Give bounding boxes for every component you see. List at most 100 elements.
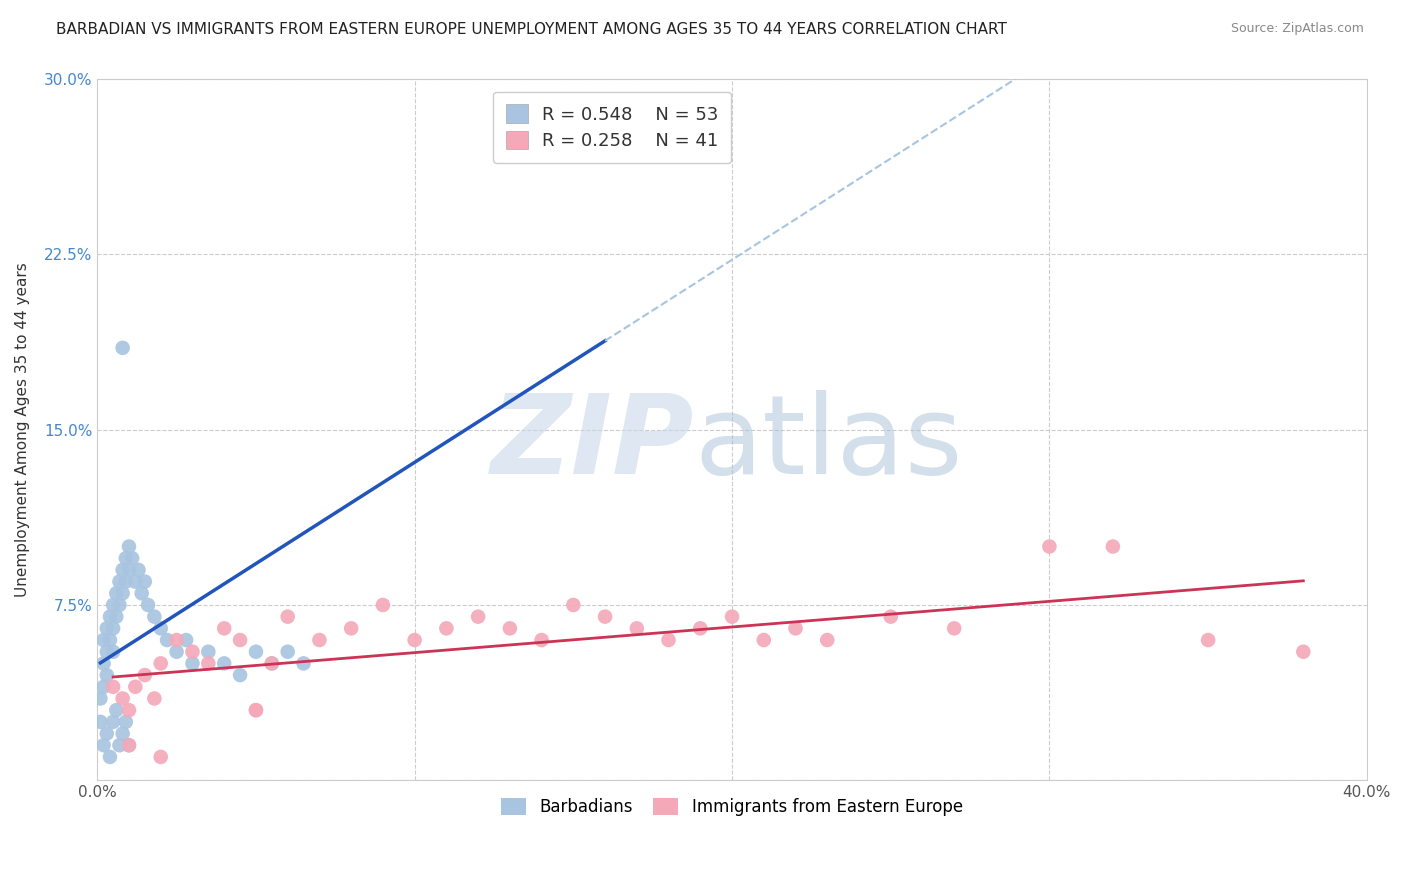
- Point: [943, 621, 966, 635]
- Point: [101, 645, 124, 659]
- Point: [156, 633, 179, 648]
- Point: [108, 738, 131, 752]
- Text: atlas: atlas: [695, 390, 963, 497]
- Point: [292, 657, 315, 671]
- Point: [371, 598, 394, 612]
- Point: [114, 574, 136, 589]
- Legend: Barbadians, Immigrants from Eastern Europe: Barbadians, Immigrants from Eastern Euro…: [494, 789, 972, 824]
- Point: [245, 645, 267, 659]
- Point: [149, 657, 172, 671]
- Point: [111, 586, 134, 600]
- Point: [260, 657, 283, 671]
- Point: [499, 621, 522, 635]
- Point: [134, 668, 156, 682]
- Point: [1197, 633, 1219, 648]
- Point: [89, 714, 111, 729]
- Point: [245, 703, 267, 717]
- Point: [181, 645, 204, 659]
- Point: [1102, 540, 1125, 554]
- Point: [93, 633, 115, 648]
- Point: [530, 633, 553, 648]
- Point: [96, 621, 118, 635]
- Y-axis label: Unemployment Among Ages 35 to 44 years: Unemployment Among Ages 35 to 44 years: [15, 262, 30, 597]
- Point: [626, 621, 648, 635]
- Point: [689, 621, 711, 635]
- Point: [108, 574, 131, 589]
- Point: [96, 726, 118, 740]
- Point: [93, 657, 115, 671]
- Point: [111, 563, 134, 577]
- Point: [93, 738, 115, 752]
- Point: [434, 621, 457, 635]
- Point: [658, 633, 681, 648]
- Point: [143, 609, 166, 624]
- Point: [562, 598, 585, 612]
- Point: [124, 574, 146, 589]
- Point: [114, 551, 136, 566]
- Point: [101, 598, 124, 612]
- Point: [181, 657, 204, 671]
- Point: [880, 609, 903, 624]
- Point: [1292, 645, 1315, 659]
- Point: [105, 586, 128, 600]
- Point: [93, 680, 115, 694]
- Point: [197, 645, 219, 659]
- Point: [308, 633, 330, 648]
- Point: [118, 738, 141, 752]
- Point: [105, 703, 128, 717]
- Point: [114, 714, 136, 729]
- Point: [96, 668, 118, 682]
- Point: [229, 633, 252, 648]
- Point: [121, 551, 143, 566]
- Point: [245, 703, 267, 717]
- Point: [111, 341, 134, 355]
- Point: [98, 750, 121, 764]
- Point: [277, 645, 299, 659]
- Point: [128, 563, 150, 577]
- Point: [260, 657, 283, 671]
- Point: [1038, 540, 1060, 554]
- Text: ZIP: ZIP: [491, 390, 695, 497]
- Point: [593, 609, 616, 624]
- Point: [229, 668, 252, 682]
- Point: [98, 633, 121, 648]
- Point: [101, 714, 124, 729]
- Point: [340, 621, 363, 635]
- Point: [96, 645, 118, 659]
- Point: [134, 574, 156, 589]
- Point: [105, 609, 128, 624]
- Point: [111, 691, 134, 706]
- Point: [111, 726, 134, 740]
- Point: [108, 598, 131, 612]
- Point: [101, 680, 124, 694]
- Point: [166, 633, 188, 648]
- Point: [149, 750, 172, 764]
- Point: [467, 609, 489, 624]
- Point: [149, 621, 172, 635]
- Point: [143, 691, 166, 706]
- Point: [131, 586, 153, 600]
- Point: [404, 633, 426, 648]
- Point: [98, 609, 121, 624]
- Point: [124, 680, 146, 694]
- Point: [721, 609, 744, 624]
- Point: [118, 703, 141, 717]
- Point: [593, 142, 616, 156]
- Point: [815, 633, 838, 648]
- Point: [785, 621, 807, 635]
- Point: [89, 691, 111, 706]
- Point: [118, 738, 141, 752]
- Point: [101, 621, 124, 635]
- Point: [166, 645, 188, 659]
- Point: [212, 621, 235, 635]
- Point: [118, 540, 141, 554]
- Point: [197, 657, 219, 671]
- Point: [752, 633, 775, 648]
- Text: Source: ZipAtlas.com: Source: ZipAtlas.com: [1230, 22, 1364, 36]
- Point: [136, 598, 159, 612]
- Point: [118, 563, 141, 577]
- Point: [212, 657, 235, 671]
- Point: [174, 633, 197, 648]
- Text: BARBADIAN VS IMMIGRANTS FROM EASTERN EUROPE UNEMPLOYMENT AMONG AGES 35 TO 44 YEA: BARBADIAN VS IMMIGRANTS FROM EASTERN EUR…: [56, 22, 1007, 37]
- Point: [277, 609, 299, 624]
